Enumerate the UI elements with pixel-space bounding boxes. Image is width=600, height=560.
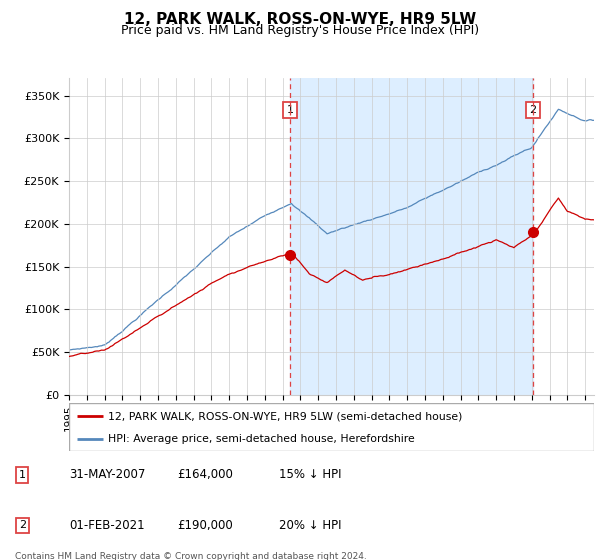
Text: 15% ↓ HPI: 15% ↓ HPI (279, 468, 341, 482)
Text: £164,000: £164,000 (177, 468, 233, 482)
Text: Contains HM Land Registry data © Crown copyright and database right 2024.
This d: Contains HM Land Registry data © Crown c… (15, 552, 367, 560)
Text: Price paid vs. HM Land Registry's House Price Index (HPI): Price paid vs. HM Land Registry's House … (121, 24, 479, 36)
Bar (290, 78, 533, 395)
Text: 20% ↓ HPI: 20% ↓ HPI (279, 519, 341, 532)
Text: 1: 1 (19, 470, 26, 480)
Text: 12, PARK WALK, ROSS-ON-WYE, HR9 5LW: 12, PARK WALK, ROSS-ON-WYE, HR9 5LW (124, 12, 476, 27)
Text: 31-MAY-2007: 31-MAY-2007 (69, 468, 145, 482)
Text: 01-FEB-2021: 01-FEB-2021 (69, 519, 145, 532)
Text: 2: 2 (530, 105, 536, 115)
Text: 1: 1 (287, 105, 293, 115)
Text: 2: 2 (19, 520, 26, 530)
Text: £190,000: £190,000 (177, 519, 233, 532)
Text: HPI: Average price, semi-detached house, Herefordshire: HPI: Average price, semi-detached house,… (109, 434, 415, 444)
Text: 12, PARK WALK, ROSS-ON-WYE, HR9 5LW (semi-detached house): 12, PARK WALK, ROSS-ON-WYE, HR9 5LW (sem… (109, 411, 463, 421)
